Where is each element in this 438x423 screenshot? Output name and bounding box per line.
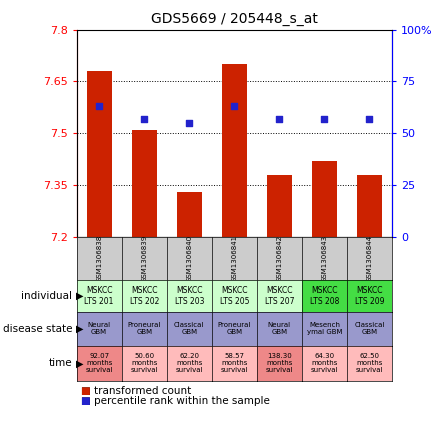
Text: 138.30
months
survival: 138.30 months survival (265, 354, 293, 374)
Bar (177, 192, 201, 237)
Text: GSM1306840: GSM1306840 (186, 235, 192, 282)
Text: MSKCC
LTS 205: MSKCC LTS 205 (219, 286, 249, 305)
Bar (132, 130, 157, 237)
Text: ▶: ▶ (76, 324, 83, 334)
Text: Proneural
GBM: Proneural GBM (127, 322, 161, 335)
Text: MSKCC
LTS 209: MSKCC LTS 209 (355, 286, 384, 305)
Text: 92.07
months
survival: 92.07 months survival (85, 354, 113, 374)
Text: MSKCC
LTS 201: MSKCC LTS 201 (85, 286, 114, 305)
Bar (222, 64, 247, 237)
Text: ■ percentile rank within the sample: ■ percentile rank within the sample (81, 396, 270, 406)
Point (95, 103, 102, 110)
Text: GSM1306839: GSM1306839 (141, 235, 147, 282)
Text: ▶: ▶ (76, 358, 83, 368)
Text: GSM1306842: GSM1306842 (276, 235, 283, 282)
Text: ▶: ▶ (76, 291, 83, 301)
Point (231, 103, 238, 110)
Text: ■: ■ (80, 396, 90, 406)
Text: MSKCC
LTS 203: MSKCC LTS 203 (174, 286, 204, 305)
Text: 58.57
months
survival: 58.57 months survival (221, 354, 248, 374)
Point (276, 115, 283, 122)
Text: MSKCC
LTS 208: MSKCC LTS 208 (310, 286, 339, 305)
Bar (357, 175, 382, 237)
Text: ■ transformed count: ■ transformed count (81, 386, 191, 396)
Text: Neural
GBM: Neural GBM (268, 322, 291, 335)
Bar (267, 175, 292, 237)
Text: Classical
GBM: Classical GBM (354, 322, 385, 335)
Text: GSM1306838: GSM1306838 (96, 235, 102, 282)
Point (321, 115, 328, 122)
Bar (312, 161, 337, 237)
Point (366, 115, 373, 122)
Text: 64.30
months
survival: 64.30 months survival (311, 354, 338, 374)
Text: MSKCC
LTS 207: MSKCC LTS 207 (265, 286, 294, 305)
Bar (87, 71, 112, 237)
Text: individual: individual (21, 291, 72, 301)
Text: 50.60
months
survival: 50.60 months survival (131, 354, 158, 374)
Text: disease state: disease state (3, 324, 72, 334)
Text: MSKCC
LTS 202: MSKCC LTS 202 (130, 286, 159, 305)
Text: Proneural
GBM: Proneural GBM (218, 322, 251, 335)
Text: Classical
GBM: Classical GBM (174, 322, 205, 335)
Text: Neural
GBM: Neural GBM (88, 322, 111, 335)
Title: GDS5669 / 205448_s_at: GDS5669 / 205448_s_at (151, 12, 318, 26)
Text: GSM1306843: GSM1306843 (321, 235, 328, 282)
Text: GSM1306841: GSM1306841 (231, 235, 237, 282)
Text: 62.50
months
survival: 62.50 months survival (356, 354, 383, 374)
Text: 62.20
months
survival: 62.20 months survival (176, 354, 203, 374)
Text: ■: ■ (80, 386, 90, 396)
Point (141, 115, 148, 122)
Text: GSM1306844: GSM1306844 (367, 235, 372, 282)
Text: time: time (49, 358, 72, 368)
Text: Mesench
ymal GBM: Mesench ymal GBM (307, 322, 342, 335)
Point (186, 120, 193, 126)
